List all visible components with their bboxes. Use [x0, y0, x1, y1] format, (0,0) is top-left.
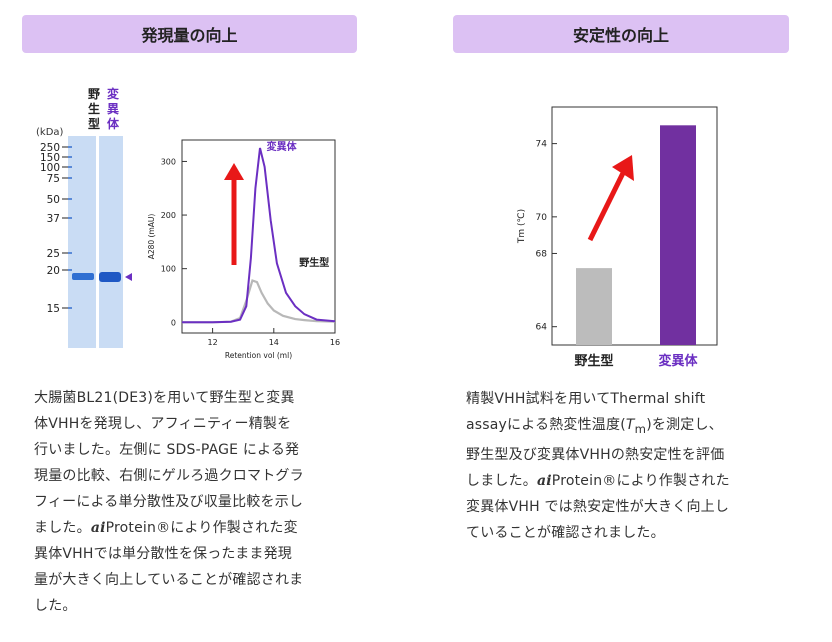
gel-ladder-band — [68, 269, 72, 271]
gel-ladder-band — [68, 156, 72, 158]
desc-line: 大腸菌BL21(DE3)を用いて野生型と変異 — [34, 390, 295, 406]
sec-plot-frame — [181, 139, 336, 334]
desc-text: Protein®により作製された変 — [105, 520, 298, 536]
sec-series-line — [182, 279, 336, 324]
gel-marker-label: 250 — [40, 142, 60, 154]
mut-lane-char3: 体 — [107, 116, 120, 131]
tm-bar — [576, 268, 612, 345]
gel-marker-label: 75 — [47, 173, 60, 185]
sec-chromatogram: 0 100 200 300 12 14 16 Retention vol (ml) A280 (… — [147, 139, 340, 360]
desc-line: ました。aiProtein®により作製された変 — [34, 515, 354, 541]
sec-x-tick-label: 14 — [269, 338, 279, 347]
tm-bar-chart: 64 68 70 74 Tm (℃) 野生型 変異体 — [517, 106, 718, 369]
gel-marker-label: 15 — [47, 303, 60, 315]
tm-category-label: 変異体 — [658, 353, 698, 369]
desc-line: assayによる熱変性温度(Tm)を測定し、 — [466, 417, 723, 436]
desc-text: を測定し、 — [651, 417, 723, 433]
tm-symbol: T — [625, 417, 635, 433]
stability-panel: 安定性の向上 64 68 70 74 Tm (℃) 野生型 変異体 精製VHH試料を用いてT… — [432, 0, 832, 642]
sec-x-tick-label: 12 — [208, 338, 218, 347]
gel-ladder-band — [68, 166, 72, 168]
tm-bar — [660, 125, 696, 345]
gel-ladder-band — [68, 198, 72, 200]
gel-ladder-band — [68, 146, 72, 148]
desc-text: しました。 — [466, 472, 537, 489]
mut-band — [99, 272, 121, 282]
increase-arrow-icon — [224, 163, 244, 180]
tm-y-tick-label: 68 — [536, 249, 548, 259]
mut-lane-char1: 変 — [107, 86, 120, 101]
sec-x-tick-label: 16 — [330, 338, 340, 347]
tm-category-label: 野生型 — [574, 353, 613, 369]
desc-line: 変異体VHH では熱安定性が大きく向上し — [466, 498, 730, 515]
gel-unit-label: (kDa) — [36, 127, 64, 138]
sec-y-axis-label: A280 (mAU) — [147, 214, 156, 260]
tm-y-tick-label: 74 — [536, 140, 548, 150]
sec-y-tick-label: 300 — [161, 157, 176, 166]
sec-y-tick-label: 100 — [161, 265, 176, 274]
desc-line: 量が大きく向上していることが確認されま — [34, 572, 304, 588]
expression-description: 大腸菌BL21(DE3)を用いて野生型と変異 体VHHを発現し、アフィニティー精… — [34, 385, 354, 619]
sec-series-label: 野生型 — [299, 256, 329, 269]
tm-subscript: m — [634, 421, 647, 436]
wt-lane-char2: 生 — [88, 101, 100, 116]
band-pointer-icon — [125, 273, 132, 281]
gel-ladder-band — [68, 307, 72, 309]
gel-ladder-band — [68, 177, 72, 179]
brand-ai: ai — [90, 520, 106, 536]
tm-y-tick-label: 64 — [536, 323, 548, 333]
desc-line: 行いました。左側に SDS-PAGE による発 — [34, 442, 300, 458]
sec-y-tick-label: 200 — [161, 211, 176, 220]
sec-x-axis-label: Retention vol (ml) — [225, 351, 292, 360]
wt-lane-char3: 型 — [88, 116, 100, 131]
desc-text: ました。 — [34, 520, 91, 536]
gel-marker-label: 150 — [40, 152, 60, 164]
wt-lane-char1: 野 — [88, 87, 100, 101]
gel-background — [68, 136, 123, 348]
gel-ladder-band — [68, 252, 72, 254]
gel-marker-label: 50 — [47, 194, 60, 206]
desc-line: 野生型及び変異体VHHの熱安定性を評価 — [466, 446, 725, 463]
mut-lane-char2: 異 — [107, 102, 119, 116]
stability-header: 安定性の向上 — [453, 15, 789, 53]
desc-text: Protein®により作製された — [551, 472, 730, 489]
tm-y-axis-label: Tm (℃) — [517, 209, 527, 244]
sec-series-line — [182, 147, 336, 324]
desc-line: 異体VHHでは単分散性を保ったまま発現 — [34, 546, 293, 562]
desc-line: 現量の比較、右側にゲルろ過クロマトグラ — [34, 468, 304, 484]
desc-line: 体VHHを発現し、アフィニティー精製を — [34, 416, 292, 432]
sec-series-label: 変異体 — [267, 140, 298, 153]
desc-line: ていることが確認されました。 — [466, 524, 665, 541]
gel-ladder-band — [68, 217, 72, 219]
tm-increase-arrow-shaft — [587, 169, 627, 242]
stability-description: 精製VHH試料を用いてThermal shift assayによる熱変性温度(T… — [466, 386, 786, 546]
desc-text: assayによる熱変性温度( — [466, 417, 626, 433]
expression-header: 発現量の向上 — [22, 15, 357, 53]
tm-plot-frame — [551, 106, 718, 346]
gel-lane-separator — [96, 136, 99, 348]
desc-line: フィーによる単分散性及び収量比較を示し — [34, 494, 304, 510]
tm-increase-arrow-icon — [612, 155, 634, 181]
gel-marker-label: 37 — [47, 213, 60, 225]
brand-ai: ai — [537, 472, 552, 489]
expression-panel: 発現量の向上 野 生 型 変 異 体 (kDa) 250 150 100 75 50 37… — [0, 0, 400, 642]
tm-y-tick-label: 70 — [536, 213, 548, 223]
gel-marker-label: 25 — [47, 248, 60, 260]
desc-line: した。 — [34, 598, 77, 614]
wt-band — [72, 273, 94, 280]
desc-line: しました。aiProtein®により作製された — [466, 468, 786, 494]
gel-marker-label: 20 — [47, 265, 60, 277]
gel-marker-label: 100 — [40, 162, 60, 174]
sec-y-tick-label: 0 — [171, 318, 176, 327]
desc-line: 精製VHH試料を用いてThermal shift — [466, 391, 706, 407]
